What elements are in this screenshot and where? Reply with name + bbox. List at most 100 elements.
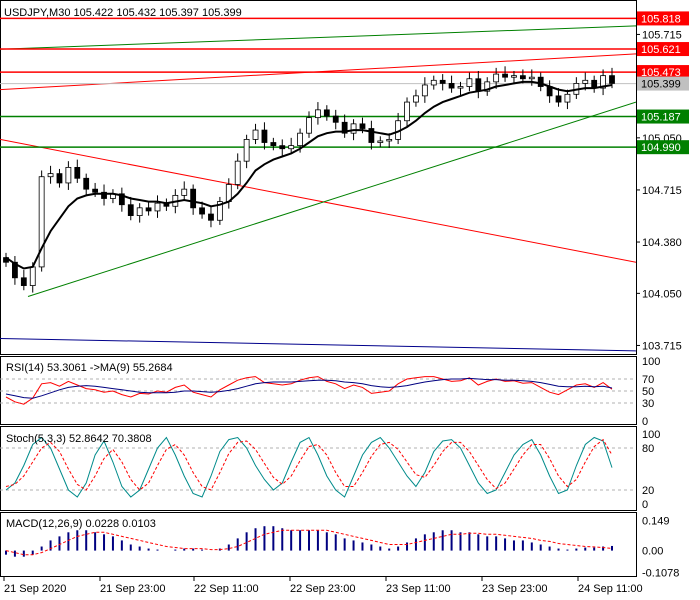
candle-body xyxy=(270,142,277,147)
price-label-box xyxy=(637,109,689,124)
candle-body xyxy=(493,73,500,83)
macd-tick-label: 0.00 xyxy=(642,546,663,558)
candle-body xyxy=(199,207,205,215)
moving-average-line xyxy=(5,80,613,270)
candle-body xyxy=(600,75,606,89)
candle-body xyxy=(56,173,63,184)
stoch-pane-frame xyxy=(0,426,637,511)
candle-body xyxy=(136,207,143,216)
y-tick-label: 105.715 xyxy=(642,29,682,41)
candle-body xyxy=(350,123,357,134)
x-tick-label: 22 Sep 23:00 xyxy=(290,583,355,595)
candle-body xyxy=(243,139,250,162)
price-label-text: 105.399 xyxy=(641,79,681,91)
candle-body xyxy=(74,166,81,179)
close-value: 105.399 xyxy=(202,7,242,19)
candle-body xyxy=(484,81,491,92)
y-tick-label: 104.380 xyxy=(642,237,682,249)
candle-body xyxy=(190,188,197,209)
main-pane-frame xyxy=(0,0,637,355)
candle-body xyxy=(101,191,107,199)
candle-body xyxy=(65,166,72,184)
candle-body xyxy=(359,123,366,129)
candle-body xyxy=(404,101,410,122)
candle-body xyxy=(92,188,99,193)
stoch-tick-label: 80 xyxy=(642,443,654,455)
candle-body xyxy=(20,277,27,286)
long-trendline xyxy=(0,337,637,352)
rsi-tick-label: 70 xyxy=(642,374,654,386)
candle-body xyxy=(181,188,188,196)
rsi-tick-label: 100 xyxy=(642,356,660,368)
rsi-tick-label: 30 xyxy=(642,398,654,410)
candle-body xyxy=(555,95,562,103)
price-label-box xyxy=(637,76,689,91)
candle-body xyxy=(297,132,303,147)
candle-body xyxy=(47,173,54,178)
rsi-ma-line xyxy=(5,377,613,399)
candle-body xyxy=(12,261,18,279)
price-label-box xyxy=(637,140,689,155)
candle-body xyxy=(528,76,535,80)
macd-signal-line xyxy=(5,529,613,556)
candle-body xyxy=(386,139,393,142)
candle-body xyxy=(537,76,544,87)
candle-body xyxy=(252,129,259,140)
stoch-plot: 100 80 20 0 xyxy=(0,429,660,511)
candle-body xyxy=(582,79,589,84)
candle-body xyxy=(29,266,36,286)
time-axis: 21 Sep 2020 21 Sep 23:00 22 Sep 11:00 22 Se… xyxy=(3,577,643,595)
candle-body xyxy=(377,140,384,143)
candle-body xyxy=(475,78,482,92)
candle-body xyxy=(413,95,419,103)
candle-body xyxy=(216,201,223,221)
candle-body xyxy=(154,202,161,212)
stoch-d-line xyxy=(5,438,613,491)
candle-body xyxy=(118,193,125,206)
x-tick-label: 23 Sep 11:00 xyxy=(386,583,451,595)
candle-body xyxy=(83,177,90,190)
candle-body xyxy=(315,109,321,119)
candle-body xyxy=(323,109,330,117)
candle-body xyxy=(306,117,312,134)
price-label-box xyxy=(637,42,689,57)
stoch-title: Stoch(5,3,3) 52.8642 70.3808 xyxy=(6,433,152,445)
price-label-text: 105.818 xyxy=(641,13,681,25)
high-value: 105.432 xyxy=(116,7,156,19)
stoch-tick-label: 100 xyxy=(642,429,660,441)
stoch-tick-label: 0 xyxy=(642,499,648,511)
rsi-tick-label: 0 xyxy=(642,416,648,428)
price-label-box xyxy=(637,65,689,80)
rsi-ma-label: ->MA(9) 55.2684 xyxy=(90,362,173,374)
candle-body xyxy=(341,121,348,134)
chart-header: USDJPY,M30 105.422 105.432 105.397 105.3… xyxy=(4,7,242,19)
open-value: 105.422 xyxy=(74,7,114,19)
x-tick-label: 22 Sep 11:00 xyxy=(194,583,259,595)
price-label-text: 105.473 xyxy=(641,67,681,79)
candle-body xyxy=(466,78,473,87)
candle-body xyxy=(519,75,526,80)
low-value: 105.397 xyxy=(159,7,199,19)
price-axis: 105.715105.050104.715104.380104.050103.7… xyxy=(636,11,689,352)
y-tick-label: 104.715 xyxy=(642,185,682,197)
macd-tick-label: -0.1078 xyxy=(642,568,679,580)
rsi-tick-label: 50 xyxy=(642,386,654,398)
candle-body xyxy=(421,84,428,97)
macd-pane-frame xyxy=(0,512,637,577)
candle-body xyxy=(332,115,339,123)
candle-body xyxy=(439,79,446,84)
candle-body xyxy=(38,176,45,268)
candle-body xyxy=(448,83,455,89)
rsi-line xyxy=(5,376,613,405)
x-tick-label: 21 Sep 2020 xyxy=(4,583,66,595)
price-label-text: 104.990 xyxy=(641,142,681,154)
ascending-trendline xyxy=(27,101,637,297)
main-chart-plot xyxy=(0,17,637,352)
candle-body xyxy=(208,213,214,221)
candle-body xyxy=(127,204,134,216)
stoch-tick-label: 20 xyxy=(642,485,654,497)
rsi-title: RSI(14) 53.3061 ->MA(9) 55.2684 xyxy=(6,362,173,374)
candle-body xyxy=(502,73,508,78)
